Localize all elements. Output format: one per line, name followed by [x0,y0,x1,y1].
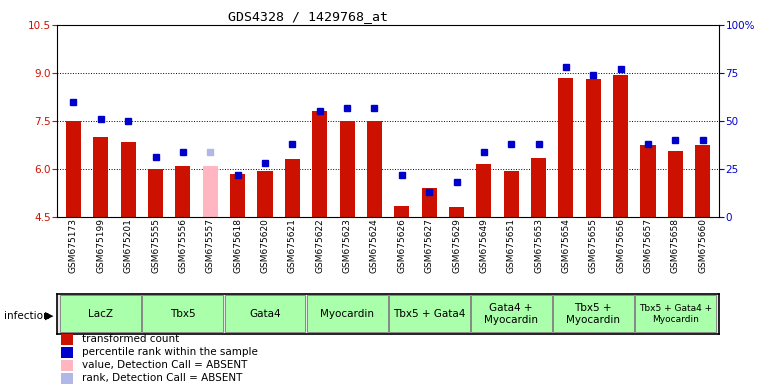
Text: GSM675622: GSM675622 [315,218,324,273]
Text: GSM675627: GSM675627 [425,218,434,273]
Text: GSM675649: GSM675649 [479,218,489,273]
Text: Tbx5 + Gata4 +
Myocardin: Tbx5 + Gata4 + Myocardin [638,304,712,324]
Text: GSM675557: GSM675557 [205,218,215,273]
Bar [586,79,601,217]
Bar [339,121,355,217]
Bar [312,111,327,217]
Text: Tbx5 + Gata4: Tbx5 + Gata4 [393,309,465,319]
Text: Gata4: Gata4 [249,309,281,319]
Text: GSM675618: GSM675618 [233,218,242,273]
Text: GSM675660: GSM675660 [699,218,707,273]
Text: infection: infection [4,311,49,321]
Bar [61,360,73,371]
Text: GSM675623: GSM675623 [342,218,352,273]
Text: LacZ: LacZ [88,309,113,319]
FancyBboxPatch shape [635,295,716,333]
FancyBboxPatch shape [224,295,305,333]
Text: GSM675199: GSM675199 [97,218,105,273]
Text: Tbx5: Tbx5 [170,309,196,319]
Bar [257,170,272,217]
Text: GSM675658: GSM675658 [671,218,680,273]
Text: ▶: ▶ [45,311,54,321]
Text: GSM675555: GSM675555 [151,218,160,273]
Text: GSM675655: GSM675655 [589,218,598,273]
Bar [641,145,655,217]
FancyBboxPatch shape [389,295,470,333]
Bar [696,145,710,217]
Bar [531,158,546,217]
Bar [449,207,464,217]
Bar [422,188,437,217]
Text: Gata4 +
Myocardin: Gata4 + Myocardin [484,303,538,325]
Text: Tbx5 +
Myocardin: Tbx5 + Myocardin [566,303,620,325]
Bar [504,170,519,217]
Text: GSM675624: GSM675624 [370,218,379,273]
FancyBboxPatch shape [60,295,142,333]
Text: GSM675653: GSM675653 [534,218,543,273]
Bar [66,121,81,217]
FancyBboxPatch shape [471,295,552,333]
Text: GSM675629: GSM675629 [452,218,461,273]
Bar [367,121,382,217]
Bar [175,166,190,217]
Bar [476,164,492,217]
Text: GSM675201: GSM675201 [124,218,132,273]
Text: percentile rank within the sample: percentile rank within the sample [81,347,257,358]
FancyBboxPatch shape [142,295,224,333]
Text: GSM675620: GSM675620 [260,218,269,273]
Bar [668,151,683,217]
Bar [559,78,574,217]
Bar [613,74,628,217]
Bar [61,373,73,384]
Bar [121,142,135,217]
Bar [285,159,300,217]
Text: GSM675173: GSM675173 [69,218,78,273]
Text: transformed count: transformed count [81,334,179,344]
Text: rank, Detection Call = ABSENT: rank, Detection Call = ABSENT [81,373,242,383]
FancyBboxPatch shape [307,295,387,333]
Bar [94,137,108,217]
Text: GSM675654: GSM675654 [562,218,571,273]
Bar [61,334,73,345]
Text: Myocardin: Myocardin [320,309,374,319]
Bar [148,169,163,217]
FancyBboxPatch shape [552,295,634,333]
Bar [61,347,73,358]
Bar [230,174,245,217]
Text: GSM675657: GSM675657 [644,218,652,273]
Bar [202,166,218,217]
Text: GSM675626: GSM675626 [397,218,406,273]
Text: GSM675556: GSM675556 [178,218,187,273]
Text: value, Detection Call = ABSENT: value, Detection Call = ABSENT [81,360,247,370]
Bar [394,206,409,217]
Text: GDS4328 / 1429768_at: GDS4328 / 1429768_at [228,10,388,23]
Text: GSM675621: GSM675621 [288,218,297,273]
Text: GSM675656: GSM675656 [616,218,625,273]
Text: GSM675651: GSM675651 [507,218,516,273]
